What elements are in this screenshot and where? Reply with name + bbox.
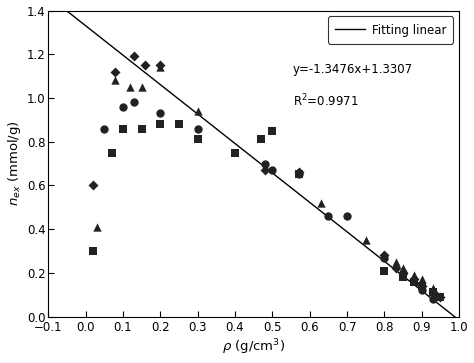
Point [410,272,418,278]
Point [343,213,351,219]
Fitting linear [293,189,299,194]
Point [392,265,400,271]
Point [175,121,183,127]
Point [392,259,400,265]
Point [138,126,146,131]
Point [410,277,418,282]
Point [269,128,276,134]
Point [108,150,116,155]
Point [156,62,164,68]
Point [418,287,426,293]
Text: R$^2$=0.9971: R$^2$=0.9971 [293,93,358,110]
Point [156,65,164,70]
Point [138,84,146,90]
Y-axis label: $n_{ex}$ (mmol/g): $n_{ex}$ (mmol/g) [6,121,23,207]
Point [429,296,437,302]
Point [269,167,276,173]
Point [93,224,100,230]
X-axis label: $\rho$ (g/cm$^3$): $\rho$ (g/cm$^3$) [222,338,285,358]
Point [418,283,426,289]
Point [156,121,164,127]
Point [127,84,134,90]
Point [317,200,325,206]
Point [381,268,388,274]
Point [437,294,444,300]
Point [437,294,444,300]
Point [399,265,407,271]
Fitting linear [464,324,469,328]
Point [295,172,302,178]
Point [410,279,418,285]
Fitting linear [301,196,307,200]
Point [295,172,302,178]
Point [194,126,201,131]
Point [418,277,426,282]
Point [231,150,239,155]
Point [130,99,138,105]
Point [261,167,269,173]
Point [295,170,302,175]
Point [429,285,437,291]
Point [381,252,388,258]
Point [89,248,97,254]
Point [119,104,127,110]
Point [130,54,138,60]
Point [142,62,149,68]
Line: Fitting linear: Fitting linear [48,0,466,326]
Point [399,270,407,276]
Point [119,126,127,131]
Point [194,108,201,114]
Point [418,283,426,289]
Point [399,270,407,276]
Point [257,136,265,142]
Point [112,69,119,75]
Fitting linear [425,293,430,297]
Point [381,252,388,258]
Legend: Fitting linear: Fitting linear [328,16,453,44]
Text: y=-1.3476x+1.3307: y=-1.3476x+1.3307 [293,62,413,76]
Point [362,237,370,243]
Point [429,290,437,295]
Point [112,78,119,83]
Point [89,183,97,188]
Point [156,110,164,116]
Fitting linear [294,191,300,195]
Fitting linear [398,272,404,276]
Point [194,136,201,142]
Point [100,126,108,131]
Point [325,213,332,219]
Point [381,254,388,260]
Point [261,161,269,167]
Point [399,274,407,280]
Point [429,290,437,295]
